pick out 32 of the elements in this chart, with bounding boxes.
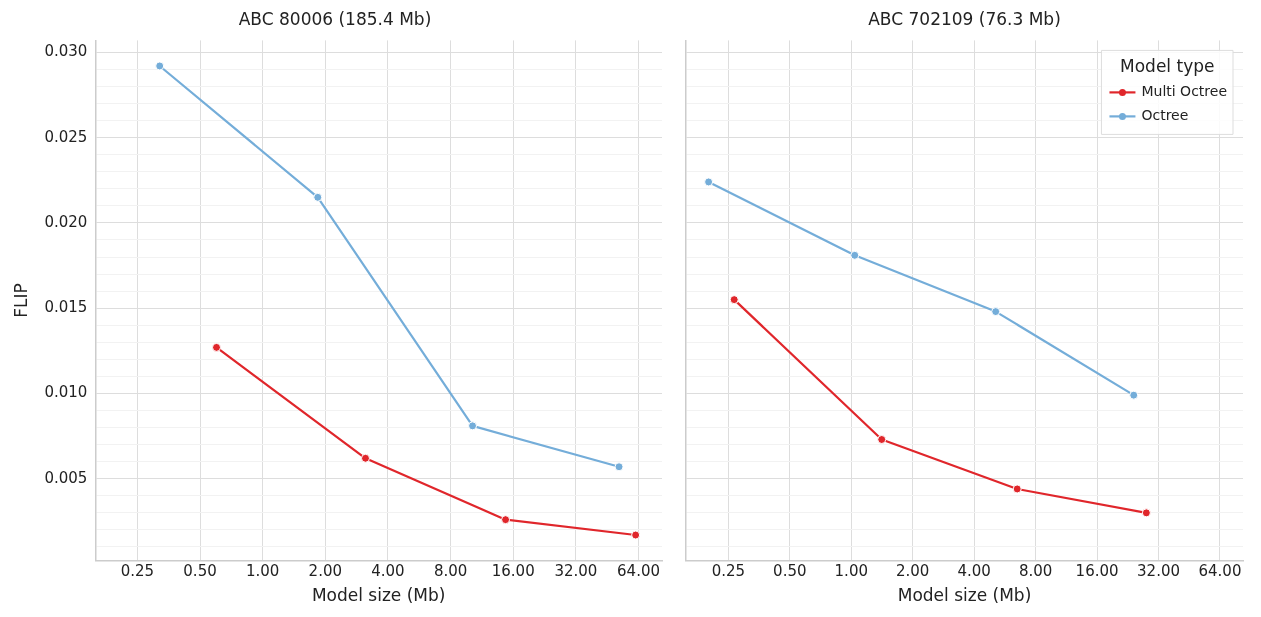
x-tick-label: 0.50 [773, 562, 807, 581]
x-tick-label: 64.00 [617, 562, 660, 581]
y-tick-label: 0.030 [44, 42, 88, 61]
x-tick-label: 1.00 [834, 562, 868, 581]
x-tick-label: 0.50 [183, 562, 217, 581]
legend-label: Multi Octree [1141, 83, 1228, 100]
chart-title: ABC 80006 (185.4 Mb) [238, 8, 432, 29]
x-tick-label: 32.00 [1137, 562, 1180, 581]
x-axis-title: Model size (Mb) [897, 585, 1032, 606]
y-tick-label: 0.020 [44, 212, 88, 231]
x-tick-label: 4.00 [957, 562, 991, 581]
y-tick-label: 0.025 [44, 127, 88, 146]
x-tick-label: 64.00 [1198, 562, 1242, 581]
y-tick-label: 0.010 [44, 383, 88, 402]
chart-title: ABC 702109 (76.3 Mb) [868, 8, 1061, 29]
y-tick-label: 0.005 [44, 468, 88, 487]
x-tick-label: 2.00 [896, 562, 930, 581]
x-tick-label: 32.00 [554, 562, 598, 581]
legend-label: Octree [1141, 107, 1189, 124]
x-tick-label: 8.00 [433, 562, 468, 581]
x-tick-label: 1.00 [245, 562, 280, 581]
x-tick-label: 16.00 [491, 562, 535, 581]
x-tick-label: 4.00 [371, 562, 405, 581]
x-tick-label: 8.00 [1018, 562, 1053, 581]
x-tick-label: 0.25 [711, 562, 746, 581]
x-tick-label: 0.25 [120, 562, 155, 581]
legend-title: Model type [1120, 55, 1215, 76]
x-tick-label: 16.00 [1075, 562, 1119, 581]
y-tick-label: 0.015 [44, 298, 88, 317]
x-axis-title: Model size (Mb) [311, 585, 446, 606]
y-axis-title: FLIP [10, 283, 31, 318]
x-tick-label: 2.00 [308, 562, 343, 581]
